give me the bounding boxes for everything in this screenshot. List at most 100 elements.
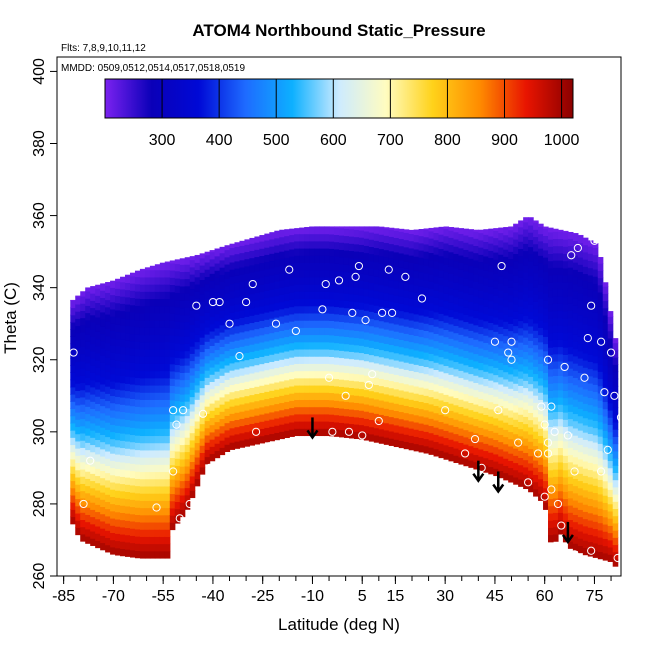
heatmap-cell — [134, 456, 141, 465]
heatmap-cell — [134, 485, 141, 494]
heatmap-cell — [592, 434, 599, 443]
heatmap-cell — [428, 338, 435, 347]
heatmap-cell — [269, 354, 275, 362]
heatmap-cell — [602, 401, 609, 410]
heatmap-cell — [179, 278, 186, 287]
observation-point — [417, 294, 427, 303]
heatmap-cell — [528, 217, 534, 226]
heatmap-cell — [334, 248, 340, 257]
observation-points — [57, 236, 621, 563]
heatmap-cell — [403, 441, 410, 450]
heatmap-cell — [149, 269, 156, 278]
heatmap-cell — [100, 513, 106, 522]
heatmap-cell — [95, 446, 101, 455]
heatmap-cell — [209, 251, 216, 260]
heatmap-cell — [528, 369, 534, 377]
heatmap-cell — [378, 327, 385, 336]
heatmap-cell — [149, 413, 156, 422]
heatmap-cell — [582, 475, 589, 484]
heatmap-cell — [353, 258, 360, 267]
heatmap-cell — [592, 427, 599, 436]
heatmap-cell — [572, 420, 579, 429]
heatmap-cell — [518, 349, 524, 358]
observation-point — [175, 514, 184, 523]
arrow-markers — [306, 417, 574, 545]
heatmap-cell — [184, 372, 191, 381]
heatmap-cell — [279, 366, 285, 375]
heatmap-cell — [478, 297, 484, 306]
heatmap-cell — [105, 285, 111, 293]
heatmap-cell — [383, 228, 390, 236]
heatmap-cell — [154, 384, 161, 393]
heatmap-cell — [458, 363, 465, 371]
heatmap-cell — [139, 543, 146, 552]
heatmap-cell — [259, 320, 265, 329]
heatmap-cell — [423, 366, 430, 375]
heatmap-cell — [548, 527, 554, 536]
heatmap-cell — [348, 365, 355, 374]
heatmap-cell — [363, 288, 370, 297]
heatmap-cell — [289, 414, 295, 423]
heatmap-cell — [438, 284, 445, 293]
heatmap-cell — [543, 329, 549, 337]
heatmap-cell — [284, 264, 290, 273]
heatmap-cell — [339, 226, 345, 229]
heatmap-cell — [154, 264, 161, 271]
heatmap-cell — [518, 378, 524, 386]
heatmap-cell — [174, 350, 181, 358]
heatmap-cell — [144, 413, 151, 422]
heatmap-cell — [592, 247, 599, 256]
heatmap-cell — [269, 426, 275, 435]
heatmap-cell — [339, 335, 345, 344]
heatmap-cell — [309, 305, 315, 314]
heatmap-cell — [120, 440, 126, 449]
heatmap-cell — [567, 490, 574, 499]
heatmap-cell — [294, 370, 300, 379]
heatmap-cell — [174, 270, 181, 279]
heatmap-cell — [543, 228, 549, 237]
heatmap-cell — [219, 447, 226, 456]
colorbar-tick-label: 900 — [491, 132, 518, 149]
heatmap-cell — [562, 469, 569, 478]
heatmap-cell — [468, 380, 474, 389]
heatmap-cell — [398, 404, 405, 413]
heatmap-cell — [543, 494, 549, 503]
heatmap-cell — [214, 335, 221, 343]
heatmap-cell — [567, 303, 574, 311]
heatmap-cell — [324, 226, 330, 235]
heatmap-cell — [428, 447, 435, 455]
heatmap-cell — [164, 442, 171, 451]
heatmap-cell — [562, 404, 569, 413]
heatmap-cell — [518, 284, 524, 293]
heatmap-cell — [100, 398, 106, 407]
heatmap-cell — [234, 390, 241, 399]
heatmap-cell — [468, 452, 474, 461]
heatmap-cell — [582, 396, 589, 404]
heatmap-cell — [120, 526, 126, 535]
heatmap-cell — [339, 357, 345, 366]
heatmap-cell — [548, 347, 554, 355]
heatmap-cell — [523, 322, 529, 331]
heatmap-cell — [528, 239, 534, 248]
heatmap-cell — [179, 350, 186, 359]
heatmap-cell — [423, 344, 430, 353]
heatmap-cell — [184, 401, 191, 409]
heatmap-cell — [468, 387, 474, 396]
heatmap-cell — [468, 351, 474, 360]
heatmap-cell — [274, 374, 280, 383]
heatmap-cell — [334, 342, 340, 351]
heatmap-cell — [413, 349, 420, 358]
heatmap-cell — [548, 383, 554, 391]
heatmap-cell — [339, 234, 345, 243]
heatmap-cell — [329, 226, 335, 235]
heatmap-cell — [523, 365, 529, 374]
heatmap-cell — [602, 509, 609, 518]
heatmap-cell — [463, 271, 469, 279]
heatmap-cell — [229, 319, 236, 328]
heatmap-cell — [468, 279, 474, 288]
heatmap-cell — [353, 330, 360, 339]
heatmap-cell — [314, 312, 320, 321]
heatmap-cell — [538, 442, 544, 451]
heatmap-cell — [383, 386, 390, 395]
heatmap-cell — [528, 383, 534, 392]
